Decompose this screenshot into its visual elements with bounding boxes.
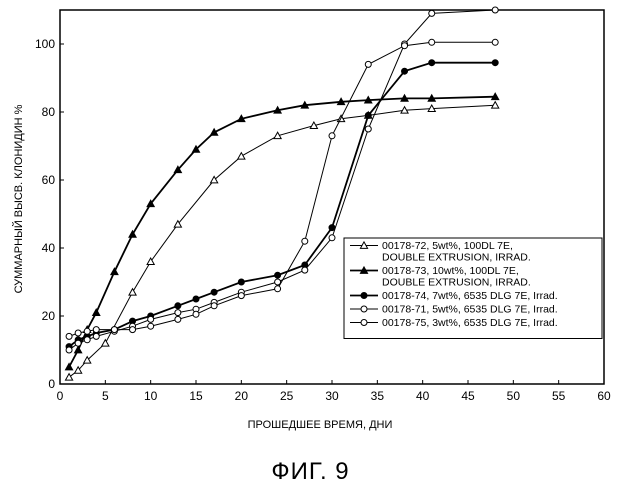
- data-point: [429, 39, 435, 45]
- legend-entry: 00178-75, 3wt%, 6535 DLG 7E, Irrad.: [350, 317, 558, 329]
- data-point: [492, 60, 498, 66]
- data-point: [329, 235, 335, 241]
- data-point: [93, 333, 99, 339]
- data-point: [130, 327, 136, 333]
- data-point: [193, 311, 199, 317]
- data-point: [429, 10, 435, 16]
- data-point: [492, 39, 498, 45]
- legend-marker: [361, 293, 367, 299]
- y-tick-label: 0: [48, 377, 55, 391]
- data-point: [402, 68, 408, 74]
- data-point: [365, 126, 371, 132]
- data-point: [75, 330, 81, 336]
- x-tick-label: 25: [280, 389, 294, 403]
- data-point: [492, 7, 498, 13]
- data-point: [66, 333, 72, 339]
- x-tick-label: 40: [416, 389, 430, 403]
- data-point: [302, 238, 308, 244]
- data-point: [175, 303, 181, 309]
- legend-label: 00178-74, 7wt%, 6535 DLG 7E, Irrad.: [382, 290, 558, 302]
- x-tick-label: 45: [461, 389, 475, 403]
- y-tick-label: 100: [35, 37, 55, 51]
- x-tick-label: 0: [57, 389, 64, 403]
- data-point: [129, 289, 136, 295]
- x-tick-label: 10: [144, 389, 158, 403]
- data-point: [238, 153, 245, 159]
- data-point: [84, 328, 90, 334]
- y-tick-label: 80: [42, 105, 56, 119]
- data-point: [66, 347, 72, 353]
- legend-label: 00178-75, 3wt%, 6535 DLG 7E, Irrad.: [382, 317, 558, 329]
- data-point: [211, 303, 217, 309]
- legend-marker: [361, 306, 367, 312]
- data-point: [148, 316, 154, 322]
- legend-label: 00178-72, 5wt%, 100DL 7E,: [382, 240, 513, 252]
- data-point: [75, 340, 81, 346]
- y-tick-label: 20: [42, 309, 56, 323]
- data-point: [65, 374, 72, 380]
- data-point: [111, 268, 118, 274]
- data-point: [365, 61, 371, 67]
- legend-label: DOUBLE EXTRUSION, IRRAD.: [382, 252, 531, 264]
- legend-marker: [361, 320, 367, 326]
- x-tick-label: 20: [235, 389, 249, 403]
- data-point: [84, 337, 90, 343]
- data-point: [93, 327, 99, 333]
- data-point: [329, 225, 335, 231]
- data-point: [275, 279, 281, 285]
- data-point: [402, 43, 408, 49]
- x-tick-label: 60: [597, 389, 611, 403]
- x-tick-label: 5: [102, 389, 109, 403]
- data-point: [175, 310, 181, 316]
- data-point: [302, 267, 308, 273]
- legend: 00178-72, 5wt%, 100DL 7E,DOUBLE EXTRUSIO…: [344, 238, 602, 339]
- y-axis-label: СУММАРНЫЙ ВЫСВ. КЛОНИДИН %: [12, 104, 25, 293]
- data-point: [429, 60, 435, 66]
- legend-label: DOUBLE EXTRUSION, IRRAD.: [382, 277, 531, 289]
- tick-labels: 0 5 10 15 20 25 30 35 40 45 50 55 60 0 20 40 60 80 100: [35, 37, 611, 403]
- legend-entry: 00178-71, 5wt%, 6535 DLG 7E, Irrad.: [350, 304, 558, 316]
- data-point: [238, 279, 244, 285]
- data-point: [102, 340, 109, 346]
- data-point: [175, 316, 181, 322]
- data-point: [238, 293, 244, 299]
- y-tick-label: 40: [42, 241, 56, 255]
- y-tick-label: 60: [42, 173, 56, 187]
- x-tick-label: 50: [507, 389, 521, 403]
- x-tick-label: 35: [371, 389, 385, 403]
- legend-label: 00178-73, 10wt%, 100DL 7E,: [382, 265, 519, 277]
- data-point: [65, 363, 72, 369]
- data-point: [93, 309, 100, 315]
- x-tick-label: 30: [325, 389, 339, 403]
- data-point: [111, 327, 117, 333]
- data-point: [365, 112, 371, 118]
- legend-entry: 00178-74, 7wt%, 6535 DLG 7E, Irrad.: [350, 290, 558, 302]
- data-point: [148, 323, 154, 329]
- x-tick-label: 55: [552, 389, 566, 403]
- figure-caption: ФИГ. 9: [0, 458, 621, 486]
- x-axis-label: ПРОШЕДШЕЕ ВРЕМЯ, ДНИ: [248, 419, 393, 431]
- data-point: [275, 286, 281, 292]
- data-point: [193, 296, 199, 302]
- data-point: [211, 289, 217, 295]
- data-point: [275, 272, 281, 278]
- legend-label: 00178-71, 5wt%, 6535 DLG 7E, Irrad.: [382, 304, 558, 316]
- data-point: [329, 133, 335, 139]
- x-tick-label: 15: [189, 389, 203, 403]
- data-point: [75, 346, 82, 352]
